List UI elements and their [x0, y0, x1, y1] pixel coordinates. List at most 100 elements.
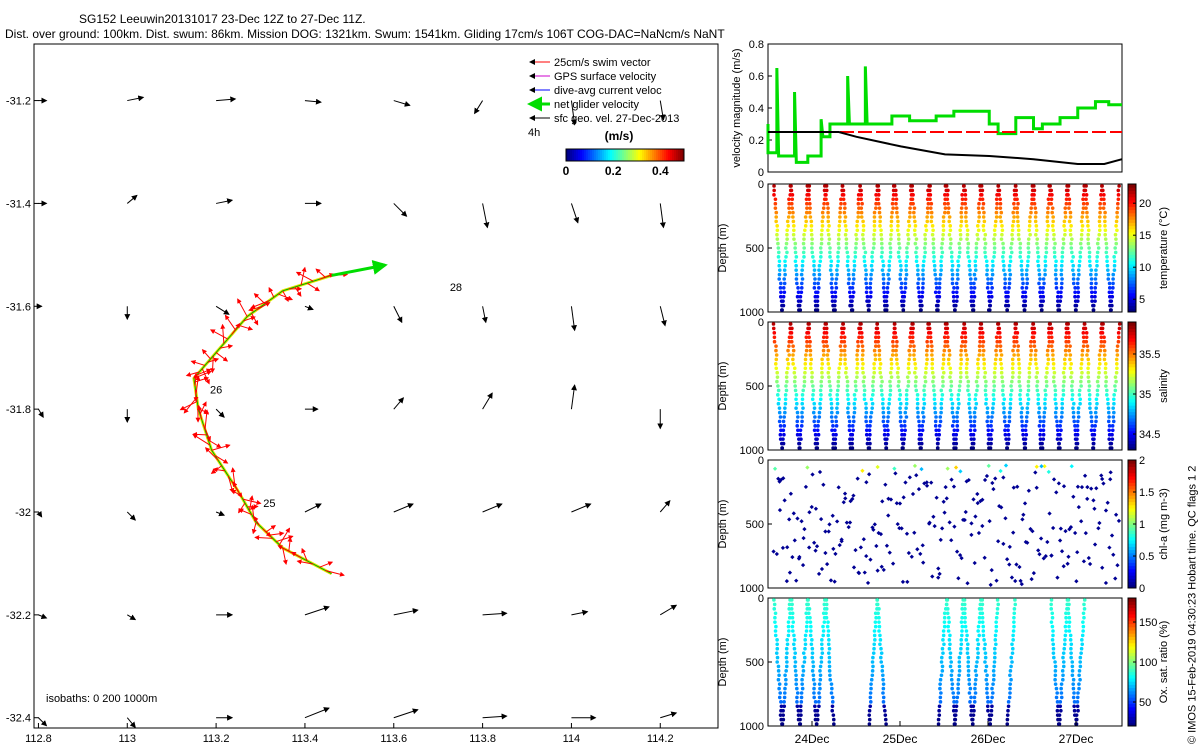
temperature-sample-point — [912, 210, 916, 215]
salinity-sample-point — [837, 366, 841, 371]
temperature-sample-point — [819, 237, 824, 241]
temperature-sample-point — [950, 268, 954, 272]
oxygen-sample-point — [782, 695, 787, 700]
oxygen-sample-point — [942, 615, 947, 620]
salinity-sample-point — [1058, 419, 1063, 424]
salinity-sample-point — [1060, 410, 1064, 415]
temperature-sample-point — [880, 250, 884, 255]
salinity-sample-point — [781, 437, 785, 441]
temperature-sample-point — [1042, 281, 1046, 286]
temperature-sample-point — [856, 193, 861, 197]
temperature-sample-point — [1104, 246, 1109, 250]
temperature-sample-point — [889, 215, 894, 219]
salinity-sample-point — [1053, 388, 1058, 393]
salinity-sample-point — [989, 441, 993, 446]
temperature-sample-point — [960, 201, 965, 206]
oxygen-sample-point — [877, 624, 882, 629]
salinity-sample-point — [1049, 326, 1054, 331]
temperature-sample-point — [859, 206, 864, 210]
salinity-sample-point — [820, 357, 824, 362]
temperature-sample-point — [789, 201, 794, 206]
salinity-colorbar-cell — [1128, 376, 1136, 381]
chla-sample-point — [817, 469, 823, 475]
salinity-sample-point — [995, 344, 999, 348]
colorbar-cell — [566, 149, 569, 161]
temperature-sample-point — [824, 193, 828, 197]
temperature-sample-point — [1059, 268, 1064, 272]
temperature-sample-point — [932, 255, 936, 259]
salinity-sample-point — [802, 375, 807, 379]
oxygen-sample-point — [811, 660, 815, 664]
oxygen-colorbar-cell — [1128, 668, 1136, 673]
chla-sample-point — [1003, 463, 1009, 468]
salinity-sample-point — [861, 362, 865, 366]
oxygen-sample-point — [1054, 695, 1059, 700]
salinity-sample-point — [891, 344, 895, 348]
temperature-sample-point — [785, 237, 789, 241]
salinity-sample-point — [818, 388, 823, 393]
oxygen-sample-point — [819, 655, 824, 660]
chla-sample-point — [1049, 553, 1054, 558]
salinity-sample-point — [1035, 379, 1040, 384]
geo-velocity-arrow — [304, 503, 322, 513]
date-x-tick-label: 26Dec — [971, 732, 1006, 746]
temperature-sample-point — [931, 228, 935, 233]
salinity-sample-point — [1034, 375, 1039, 379]
salinity-sample-point — [962, 322, 967, 326]
salinity-sample-point — [888, 393, 892, 397]
salinity-sample-point — [881, 419, 886, 424]
salinity-sample-point — [1104, 375, 1109, 379]
salinity-sample-point — [810, 375, 814, 379]
temperature-sample-point — [839, 201, 843, 206]
oxygen-sample-point — [879, 651, 884, 655]
temperature-sample-point — [794, 277, 799, 281]
chla-sample-point — [994, 578, 999, 583]
chla-sample-point — [847, 520, 853, 525]
oxygen-sample-point — [805, 620, 809, 624]
salinity-colorbar-cell — [1128, 414, 1136, 419]
chla-sample-point — [1028, 526, 1033, 532]
temperature-sample-point — [850, 299, 854, 303]
salinity-sample-point — [973, 415, 977, 419]
velocity-y-tick-label: 0 — [758, 167, 764, 179]
temperature-sample-point — [1054, 259, 1058, 264]
salinity-sample-point — [1079, 362, 1084, 366]
chla-sample-point — [991, 486, 996, 492]
temperature-sample-point — [845, 250, 850, 255]
temperature-sample-point — [1084, 193, 1089, 197]
temperature-sample-point — [1032, 184, 1036, 188]
temperature-sample-point — [1050, 206, 1055, 210]
salinity-sample-point — [889, 357, 894, 362]
temperature-sample-point — [796, 286, 800, 290]
colorbar-cell — [612, 149, 615, 161]
colorbar-cell — [670, 149, 673, 161]
temperature-sample-point — [948, 224, 953, 228]
geo-velocity-arrow — [304, 304, 314, 311]
salinity-sample-point — [993, 366, 997, 371]
temperature-sample-point — [870, 268, 874, 272]
temperature-sample-point — [910, 184, 915, 188]
oxygen-colorbar-cell — [1128, 674, 1136, 679]
salinity-sample-point — [1102, 348, 1107, 353]
salinity-sample-point — [1091, 446, 1096, 450]
oxygen-sample-point — [821, 624, 825, 629]
oxygen-sample-point — [945, 607, 950, 611]
temperature-sample-point — [1032, 193, 1036, 197]
legend-entry: GPS surface velocity — [554, 71, 657, 83]
salinity-sample-point — [998, 344, 1003, 348]
colorbar-cell — [658, 149, 661, 161]
temperature-sample-point — [1037, 268, 1041, 272]
salinity-sample-point — [999, 362, 1003, 366]
oxygen-sample-point — [1062, 642, 1067, 647]
oxygen-sample-point — [1053, 673, 1058, 678]
chla-colorbar-cell — [1128, 498, 1136, 503]
temperature-sample-point — [964, 215, 968, 219]
temperature-colorbar-cell — [1128, 225, 1136, 230]
salinity-sample-point — [864, 415, 868, 419]
chla-colorbar-cell — [1128, 472, 1136, 477]
salinity-sample-point — [1090, 424, 1095, 428]
temperature-sample-point — [886, 281, 890, 286]
temperature-sample-point — [803, 215, 808, 219]
temperature-sample-point — [964, 224, 969, 228]
oxygen-sample-point — [817, 704, 821, 709]
